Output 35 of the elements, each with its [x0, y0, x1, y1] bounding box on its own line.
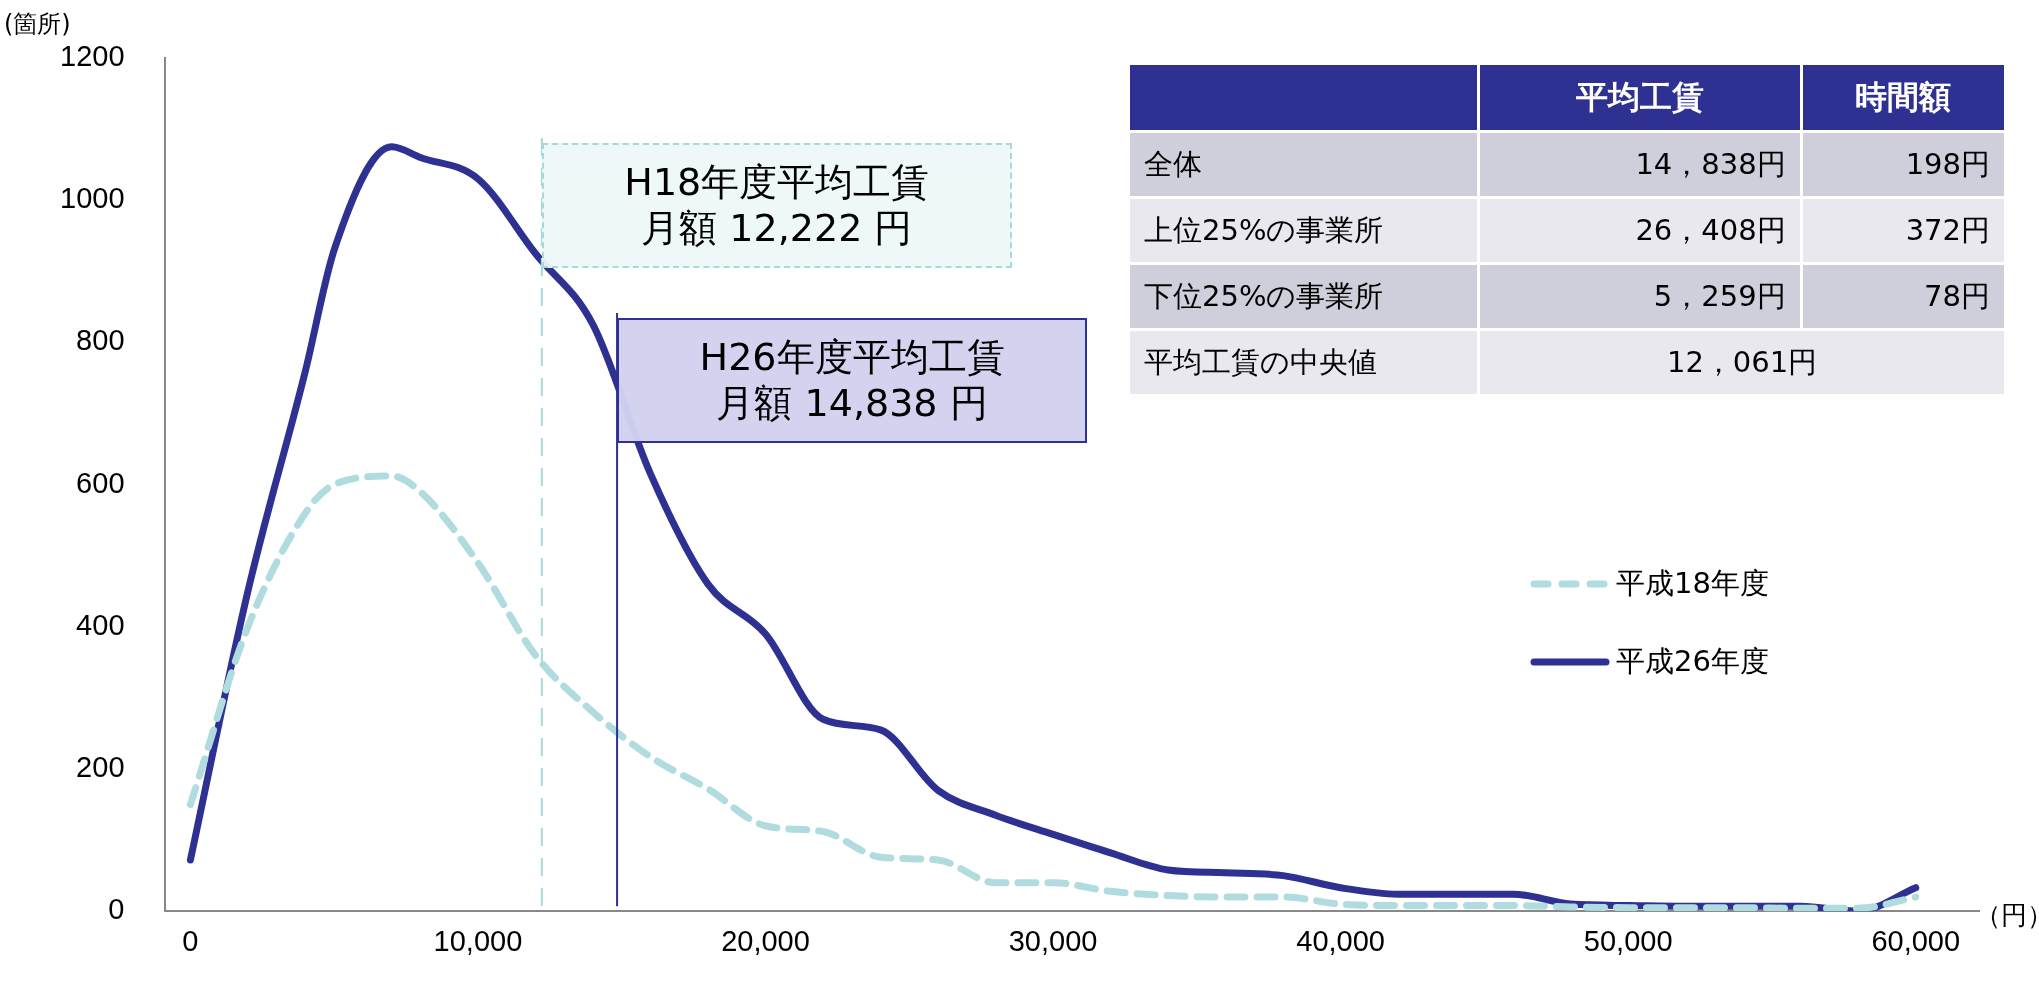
annotation: 下位25%の事業所: [1130, 265, 1478, 328]
y-tick-label: 400: [76, 608, 125, 641]
annotation: 198円: [1802, 133, 2004, 196]
annotation: 12，061円: [1480, 331, 2004, 394]
x-tick-label: 30,000: [1008, 924, 1098, 957]
legend-label: 平成18年度: [1616, 565, 1769, 602]
x-axis-title: （円）: [1975, 899, 2039, 932]
y-tick-label: 600: [76, 466, 125, 499]
legend-label: 平成26年度: [1616, 643, 1769, 680]
ref-line-label: H26年度平均工賃月額 14,838 円: [698, 334, 1006, 427]
ref-line-label: H18年度平均工賃月額 12,222 円: [623, 159, 931, 252]
y-tick-label: 0: [108, 893, 125, 926]
annotation: 372円: [1802, 199, 2004, 262]
annotation: 14，838円: [1480, 133, 1800, 196]
annotation: 平均工賃の中央値: [1130, 331, 1478, 394]
y-axis-title: (箇所): [4, 9, 71, 40]
x-tick-label: 50,000: [1583, 924, 1673, 957]
x-tick-label: 10,000: [433, 924, 523, 957]
y-tick-label: 1000: [60, 182, 125, 215]
annotation: 全体: [1130, 133, 1478, 196]
annotation: 78円: [1802, 265, 2004, 328]
annotation: 時間額: [1802, 65, 2004, 130]
x-tick-label: 20,000: [721, 924, 810, 957]
y-tick-label: 800: [76, 324, 125, 357]
x-tick-label: 40,000: [1296, 924, 1385, 957]
annotation: 26，408円: [1480, 199, 1800, 262]
annotation: 5，259円: [1480, 265, 1800, 328]
callout-box: H26年度平均工賃月額 14,838 円: [617, 318, 1088, 443]
x-tick-label: 60,000: [1871, 924, 1961, 957]
annotation: 上位25%の事業所: [1130, 199, 1478, 262]
y-tick-label: 1200: [60, 40, 125, 72]
y-tick-label: 200: [76, 751, 125, 783]
x-tick-label: 0: [182, 924, 199, 957]
callout-box: H18年度平均工賃月額 12,222 円: [541, 143, 1012, 268]
annotation: 平均工賃: [1480, 65, 1800, 130]
